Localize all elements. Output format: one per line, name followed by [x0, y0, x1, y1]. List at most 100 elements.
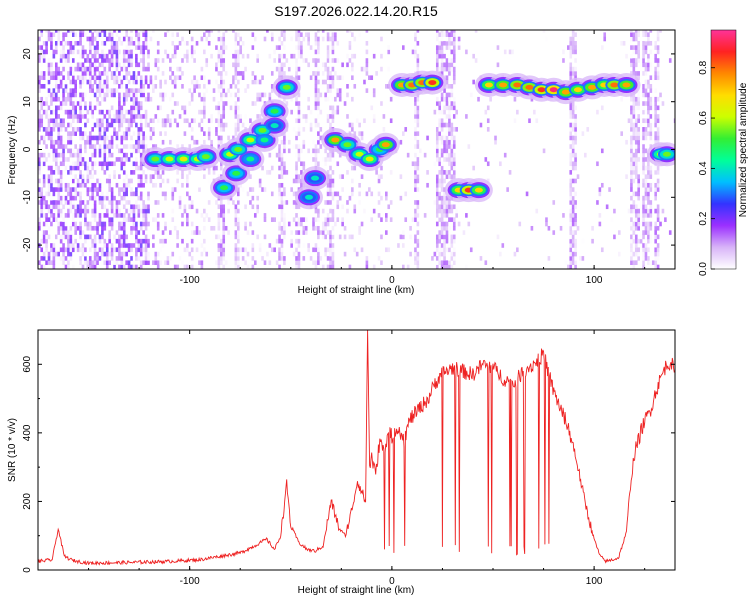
spectrogram-cell: [57, 40, 61, 46]
spectrogram-cell: [295, 204, 298, 210]
spectrogram-cell: [122, 135, 126, 141]
spectrogram-cell: [574, 260, 577, 265]
spectrogram-cell: [656, 105, 660, 111]
spectrogram-cell: [445, 148, 449, 154]
spectrogram-cell: [125, 238, 128, 244]
spectrogram-cell: [203, 225, 206, 231]
spectrogram-cell: [642, 213, 645, 218]
spectrogram-cell: [312, 260, 315, 265]
snr-ytick-label: 400: [22, 424, 33, 441]
spectrogram-cell: [161, 71, 165, 76]
spectrogram-cell: [118, 109, 121, 115]
spectrogram-cell: [236, 118, 240, 124]
spectrogram-cell: [569, 101, 573, 106]
spectrogram-cell: [105, 144, 109, 149]
spectrogram-cell: [147, 122, 150, 128]
spectrogram-cell: [295, 152, 298, 158]
spectrogram-cell: [387, 66, 391, 72]
spectrogram-cell: [137, 204, 141, 210]
spectrogram-cell: [127, 243, 131, 248]
spectrogram-cell: [169, 230, 172, 235]
spectrogram-cell: [40, 101, 44, 106]
spectrogram-cell: [317, 40, 320, 46]
spectrogram-cell: [445, 213, 449, 218]
spectrogram-cell: [122, 170, 126, 175]
spectrogram-cell: [154, 200, 158, 205]
spectrogram-cell: [101, 221, 104, 227]
spectrogram-cell: [178, 200, 182, 205]
spectrogram-cell: [331, 204, 335, 210]
spectrogram-cell: [132, 71, 136, 76]
spectrogram-cell: [181, 238, 184, 244]
spectrogram-cell: [164, 191, 167, 197]
spectrogram-cell: [496, 45, 500, 50]
spectrogram-cell: [270, 165, 274, 171]
spectrogram-cell: [634, 170, 638, 175]
spectrogram-cell: [115, 208, 119, 214]
spectrogram-cell: [647, 40, 650, 46]
spectrogram-cell: [98, 144, 102, 149]
spectrogram-cell: [207, 131, 211, 136]
spectrogram-cell: [222, 66, 226, 72]
spectrogram-cell: [268, 53, 272, 59]
spectrogram-cell: [312, 58, 315, 63]
spectrogram-cell: [380, 66, 383, 72]
spectrogram-cell: [74, 105, 77, 111]
spectrogram-cell: [649, 105, 653, 111]
spectrogram-cell: [115, 109, 119, 115]
spectrogram-cell: [222, 62, 226, 68]
spectrogram-cell: [448, 243, 451, 248]
spectrogram-cell: [74, 144, 77, 149]
spectral-ridge-peak: [246, 137, 255, 143]
spectrogram-cell: [297, 36, 301, 42]
spectrogram-cell: [130, 75, 133, 81]
spectrogram-cell: [642, 182, 645, 188]
spectrogram-cell: [399, 195, 403, 201]
spectrogram-cell: [101, 251, 104, 257]
spectrogram-cell: [234, 208, 238, 214]
spectrogram-cell: [130, 49, 133, 55]
spectrogram-cell: [348, 264, 352, 269]
spectrogram-cell: [465, 114, 468, 119]
spectrogram-cell: [81, 114, 85, 119]
spectrogram-cell: [443, 243, 446, 248]
spectrogram-cell: [154, 58, 158, 63]
spectrogram-cell: [656, 256, 660, 261]
spectrogram-cell: [118, 36, 121, 42]
spectrogram-cell: [210, 53, 213, 59]
spectrogram-cell: [166, 122, 170, 128]
spectrogram-cell: [479, 256, 483, 261]
spectrogram-cell: [190, 49, 194, 55]
spectrogram-cell: [64, 109, 68, 115]
spectrogram-cell: [103, 195, 107, 201]
spectrogram-cell: [448, 225, 451, 231]
spectrogram-cell: [144, 88, 148, 93]
spectrogram-cell: [105, 36, 109, 42]
spectrogram-cell: [234, 114, 238, 119]
spectrogram-cell: [608, 187, 611, 192]
spectrogram-cell: [130, 170, 133, 175]
spectrogram-cell: [649, 208, 653, 214]
spectrogram-cell: [234, 45, 238, 50]
spectrogram-cell: [50, 144, 53, 149]
spectrogram-cell: [120, 165, 124, 171]
spectrogram-cell: [215, 260, 218, 265]
spectrogram-cell: [569, 251, 573, 257]
spectrogram-cell: [443, 208, 446, 214]
spectrogram-cell: [193, 118, 196, 124]
spectrogram-cell: [329, 36, 332, 42]
spectrogram-cell: [45, 247, 48, 253]
spectrogram-cell: [317, 79, 320, 85]
spectrogram-cell: [326, 75, 330, 81]
spectrogram-cell: [42, 234, 46, 240]
spectrogram-cell: [113, 161, 116, 167]
spectrogram-cell: [215, 105, 218, 111]
spectrogram-cell: [416, 264, 420, 269]
spectrogram-cell: [440, 187, 444, 192]
spectrogram-cell: [220, 118, 223, 124]
spectrogram-cell: [331, 251, 335, 257]
spectrogram-cell: [74, 161, 77, 167]
spectrogram-cell: [244, 114, 247, 119]
spectrogram-cell: [207, 30, 211, 33]
spectrogram-cell: [234, 32, 238, 37]
